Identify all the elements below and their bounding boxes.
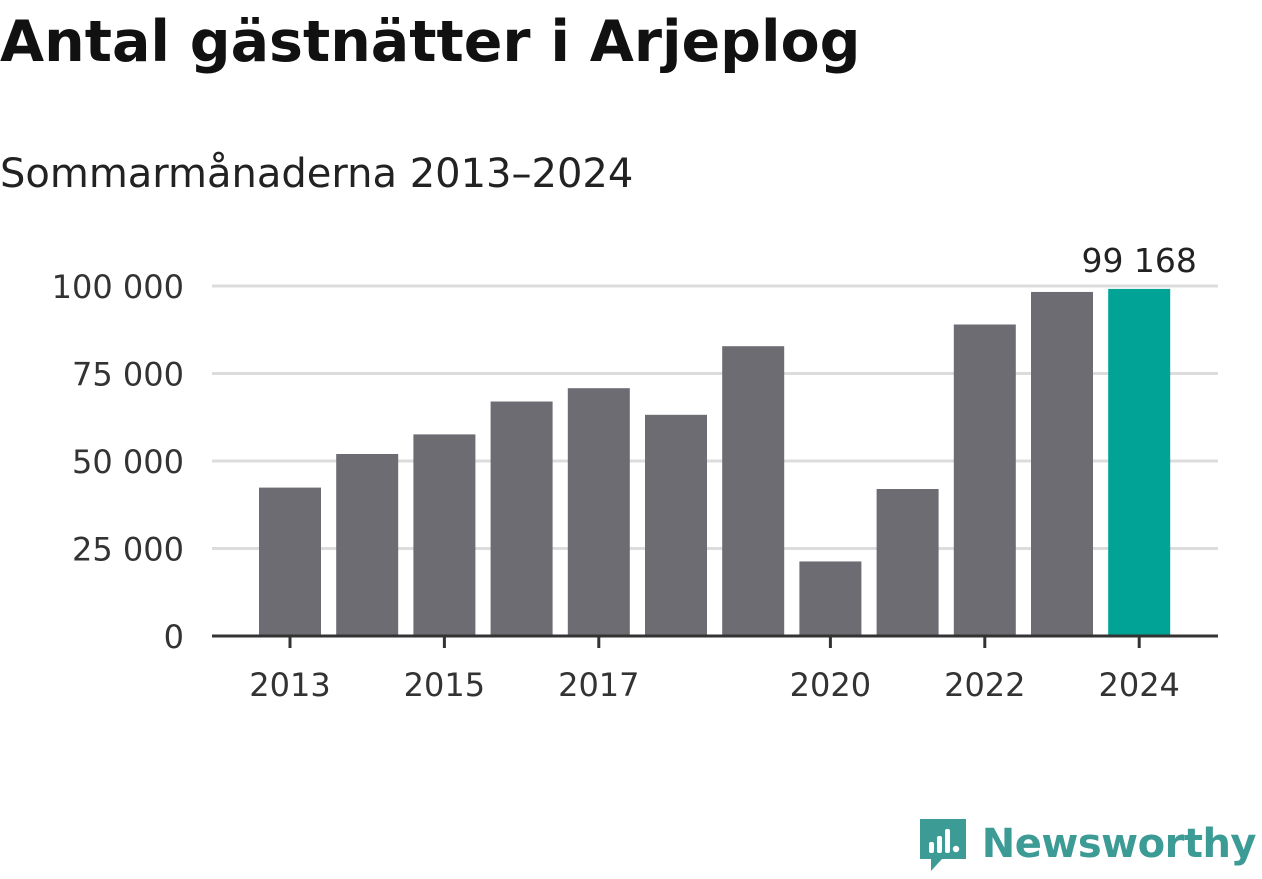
x-tick-label: 2017 [558,666,639,704]
x-tick-label: 2022 [944,666,1025,704]
y-tick-label: 75 000 [72,356,184,394]
bar [799,561,862,636]
newsworthy-logo-icon [919,819,966,871]
y-tick-label: 0 [164,618,184,656]
bar [722,346,785,636]
y-tick-label: 50 000 [72,443,184,481]
y-tick-label: 25 000 [72,531,184,569]
bar [645,414,707,636]
bar [490,401,553,636]
x-tick-label: 2015 [404,666,485,704]
brand-name: Newsworthy [981,821,1257,867]
bar [1108,288,1171,636]
data-label: 99 168 [1081,241,1196,280]
bar [953,324,1016,636]
x-tick-label: 2020 [790,666,871,704]
brand-logo: Newsworthy [918,815,1257,873]
bar [567,388,630,636]
x-tick-label: 2024 [1098,666,1179,704]
bar [1031,291,1093,636]
x-tick-label: 2013 [249,666,330,704]
chart-title: Antal gästnätter i Arjeplog [0,9,861,75]
bar [259,487,321,636]
chart-subtitle: Sommarmånaderna 2013–2024 [0,151,634,197]
bar [413,434,476,636]
y-tick-label: 100 000 [52,268,184,306]
bar [876,489,939,636]
bar [336,454,399,636]
